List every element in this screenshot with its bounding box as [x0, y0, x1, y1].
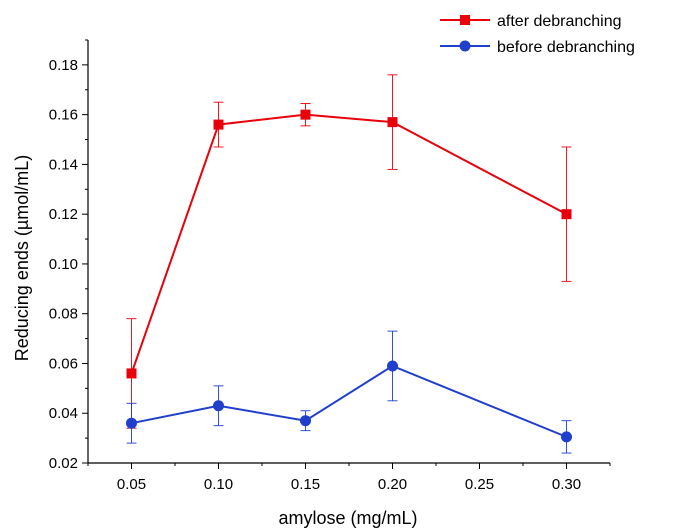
- data-point: [300, 415, 311, 427]
- data-point: [561, 209, 572, 220]
- series-after-debranching: [126, 74, 572, 429]
- x-tick-label: 0.05: [117, 476, 146, 493]
- data-point: [561, 431, 572, 443]
- y-tick-label: 0.16: [49, 107, 78, 124]
- series-layer: [126, 74, 572, 454]
- y-tick-label: 0.04: [49, 405, 78, 422]
- legend-label: after debranching: [497, 13, 622, 30]
- legend-label: before debranching: [497, 39, 635, 56]
- legend-swatch-marker: [460, 15, 470, 25]
- y-tick-label: 0.14: [49, 156, 78, 173]
- y-tick-label: 0.06: [49, 355, 78, 372]
- y-tick-label: 0.02: [49, 455, 78, 472]
- series-before-debranching: [126, 330, 572, 454]
- data-point: [213, 119, 224, 130]
- y-axis-title: Reducing ends (µmol/mL): [12, 155, 32, 361]
- series-line: [130, 113, 567, 374]
- data-point: [300, 109, 311, 120]
- data-point: [126, 417, 137, 429]
- series-line: [131, 364, 567, 438]
- data-point: [213, 400, 224, 412]
- axes: [87, 40, 610, 464]
- legend: after debranching before debranching: [440, 13, 635, 56]
- x-tick-label: 0.10: [204, 476, 233, 493]
- y-tick-label: 0.08: [49, 306, 78, 323]
- y-axis-ticks: 0.02 0.04 0.06 0.08 0.10 0.12 0.14 0.16 0.18: [49, 39, 88, 472]
- legend-swatch-marker: [459, 40, 471, 52]
- x-tick-label: 0.25: [465, 476, 494, 493]
- x-axis-title: amylose (mg/mL): [278, 508, 417, 528]
- x-tick-label: 0.30: [552, 476, 581, 493]
- data-point: [126, 368, 137, 379]
- y-tick-label: 0.10: [49, 256, 78, 273]
- legend-item: before debranching: [440, 39, 635, 56]
- y-tick-label: 0.12: [49, 206, 78, 223]
- x-axis-ticks: 0.05 0.10 0.15 0.20 0.25 0.30: [87, 463, 611, 493]
- x-tick-label: 0.15: [291, 476, 320, 493]
- y-tick-label: 0.18: [49, 57, 78, 74]
- data-point: [387, 360, 398, 372]
- data-point: [387, 117, 398, 128]
- x-tick-label: 0.20: [378, 476, 407, 493]
- legend-item: after debranching: [440, 13, 622, 30]
